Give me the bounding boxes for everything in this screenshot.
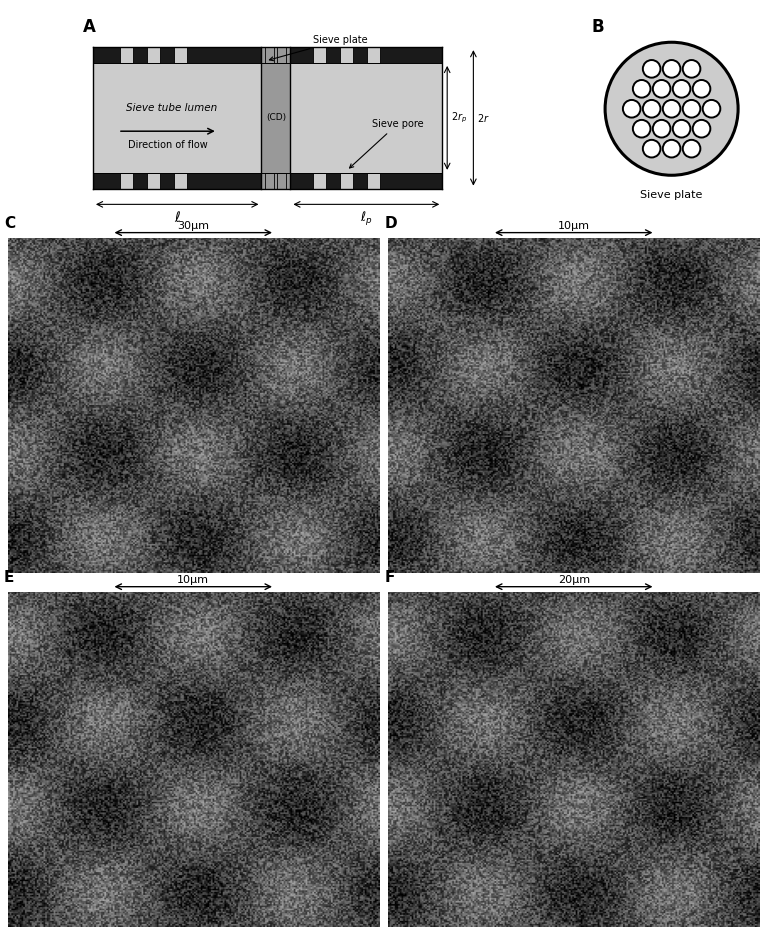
Circle shape	[623, 100, 640, 117]
Text: Sieve plate: Sieve plate	[269, 35, 368, 61]
Bar	[313, 172, 326, 188]
Text: Direction of flow: Direction of flow	[128, 140, 208, 149]
Bar	[262, 48, 291, 63]
Bar	[265, 172, 274, 188]
Bar	[277, 48, 286, 63]
Bar	[262, 63, 291, 172]
Text: $2r_p$: $2r_p$	[450, 111, 466, 125]
Text: F: F	[384, 570, 395, 585]
Text: B: B	[592, 18, 604, 36]
Bar	[173, 48, 187, 63]
Bar	[173, 172, 187, 188]
Circle shape	[673, 80, 690, 98]
Text: Sieve tube lumen: Sieve tube lumen	[127, 103, 218, 113]
Text: E: E	[4, 570, 15, 585]
Circle shape	[643, 100, 660, 117]
Bar	[262, 172, 291, 188]
Text: 20μm: 20μm	[558, 575, 590, 585]
Bar	[93, 48, 443, 63]
Circle shape	[683, 100, 700, 117]
Bar	[120, 172, 133, 188]
Text: 30μm: 30μm	[177, 221, 209, 231]
Text: $\ell_p$: $\ell_p$	[360, 211, 373, 228]
Bar	[93, 63, 443, 172]
Circle shape	[683, 60, 700, 77]
Circle shape	[633, 120, 650, 138]
Text: (CD): (CD)	[266, 114, 286, 122]
Bar	[146, 172, 160, 188]
Bar	[265, 48, 274, 63]
Bar	[367, 48, 380, 63]
Text: Sieve plate: Sieve plate	[640, 190, 703, 200]
Circle shape	[653, 80, 670, 98]
Bar	[313, 48, 326, 63]
Circle shape	[653, 120, 670, 138]
Bar	[367, 172, 380, 188]
Circle shape	[683, 140, 700, 158]
Text: D: D	[384, 216, 397, 231]
Circle shape	[693, 120, 710, 138]
Bar	[120, 48, 133, 63]
Bar	[340, 48, 354, 63]
Circle shape	[605, 42, 738, 175]
Circle shape	[663, 100, 680, 117]
Bar	[340, 172, 354, 188]
Circle shape	[673, 120, 690, 138]
Text: A: A	[83, 18, 96, 36]
Circle shape	[703, 100, 720, 117]
Bar	[146, 48, 160, 63]
Text: $2r$: $2r$	[477, 112, 489, 124]
Text: $\ell$: $\ell$	[173, 211, 181, 226]
Circle shape	[663, 60, 680, 77]
Circle shape	[643, 60, 660, 77]
Circle shape	[643, 140, 660, 158]
Text: Sieve pore: Sieve pore	[350, 119, 423, 168]
Bar	[277, 172, 286, 188]
Bar	[93, 172, 443, 188]
Text: C: C	[4, 216, 15, 231]
Circle shape	[693, 80, 710, 98]
Circle shape	[633, 80, 650, 98]
Circle shape	[663, 140, 680, 158]
Text: 10μm: 10μm	[177, 575, 209, 585]
Text: 10μm: 10μm	[558, 221, 590, 231]
